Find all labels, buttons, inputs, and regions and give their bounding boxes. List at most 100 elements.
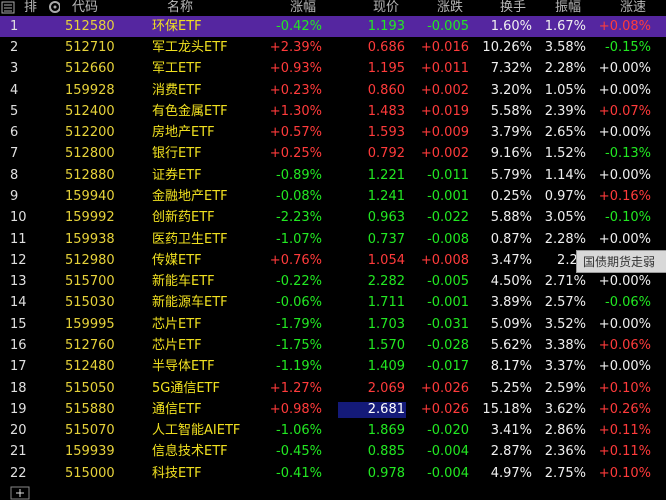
name: 新能源车ETF (152, 295, 228, 311)
amplitude: 3.05% (544, 210, 586, 226)
change-pct: +1.27% (269, 380, 322, 396)
price: 1.409 (367, 359, 405, 375)
change: -0.001 (427, 188, 469, 204)
index: 14 (10, 295, 27, 311)
index: 4 (10, 82, 19, 98)
price: 1.483 (367, 103, 405, 119)
table-row[interactable]: 5 512400 有色金属ETF +1.30% 1.483 +0.019 5.58% 2.39… (0, 101, 666, 122)
index: 17 (10, 359, 27, 375)
change-pct: -0.45% (276, 444, 322, 460)
change: -0.004 (427, 465, 469, 481)
index: 21 (10, 444, 27, 460)
table-row[interactable]: 18 515050 5G通信ETF +1.27% 2.069 +0.026 5.25% 2.5… (0, 378, 666, 399)
turnover: 3.47% (490, 252, 532, 268)
name: 军工龙头ETF (152, 39, 228, 55)
turnover: 4.50% (490, 274, 532, 290)
change-pct: -0.06% (276, 295, 322, 311)
speed: +0.00% (598, 167, 651, 183)
table-row[interactable]: 20 515070 人工智能AIETF -1.06% 1.869 -0.020 3.41% 2… (0, 421, 666, 442)
turnover: 5.09% (490, 316, 532, 332)
table-row[interactable]: 10 159992 创新药ETF -2.23% 0.963 -0.022 5.88% 3.05… (0, 208, 666, 229)
price: 1.711 (367, 295, 405, 311)
table-row[interactable]: 1 512580 环保ETF -0.42% 1.193 -0.005 1.60% 1.67% +… (0, 16, 666, 38)
news-tooltip[interactable]: 国债期货走弱 (576, 250, 666, 273)
amplitude: 3.38% (544, 337, 586, 353)
index: 1 (10, 18, 19, 34)
speed: -0.15% (605, 39, 651, 55)
turnover: 7.32% (490, 61, 532, 77)
table-row[interactable]: 4 159928 消费ETF +0.23% 0.860 +0.002 3.20% 1.05% +… (0, 80, 666, 101)
column-header: 名称 (167, 0, 194, 15)
table-row[interactable]: 12 512980 传媒ETF +0.76% 1.054 +0.008 3.47% 2.20 (0, 250, 666, 271)
code: 512880 (65, 167, 115, 183)
speed: +0.11% (598, 423, 651, 439)
sort-button[interactable]: 排 (24, 0, 38, 15)
turnover: 15.18% (482, 401, 532, 417)
price: 0.737 (367, 231, 405, 247)
table-row[interactable]: 2 512710 军工龙头ETF +2.39% 0.686 +0.016 10.26% 3.5… (0, 37, 666, 58)
change-pct: -1.19% (276, 359, 322, 375)
change-pct: -1.07% (276, 231, 322, 247)
table-row[interactable]: 19 515880 通信ETF +0.98% 2.681 +0.026 15.18% 3.62… (0, 399, 666, 420)
amplitude: 1.52% (544, 146, 586, 162)
turnover: 5.88% (490, 210, 532, 226)
amplitude: 3.58% (544, 39, 586, 55)
change: -0.022 (427, 210, 469, 226)
menu-icon[interactable] (1, 1, 15, 14)
table-row[interactable]: 21 159939 信息技术ETF -0.45% 0.885 -0.004 2.87% 2.3… (0, 442, 666, 463)
change-pct: -1.75% (276, 337, 322, 353)
change: -0.011 (427, 167, 469, 183)
table-row[interactable]: 7 512800 银行ETF +0.25% 0.792 +0.002 9.16% 1.52% -… (0, 144, 666, 165)
table-row[interactable]: 8 512880 证券ETF -0.89% 1.221 -0.011 5.79% 1.14% +… (0, 165, 666, 186)
table-row[interactable]: 11 159938 医药卫生ETF -1.07% 0.737 -0.008 0.87% 2.2… (0, 229, 666, 250)
settings-icon[interactable] (49, 1, 60, 13)
table-row[interactable]: 17 512480 半导体ETF -1.19% 1.409 -0.017 8.17% 3.37… (0, 357, 666, 378)
turnover: 5.79% (490, 167, 532, 183)
table-row[interactable]: 6 512200 房地产ETF +0.57% 1.593 +0.009 3.79% 2.65%… (0, 122, 666, 143)
column-header: 现价 (373, 0, 400, 15)
change-pct: +0.57% (269, 125, 322, 141)
change-pct: +0.93% (269, 61, 322, 77)
change: -0.004 (427, 444, 469, 460)
name: 医药卫生ETF (152, 231, 228, 247)
column-header: 涨速 (620, 0, 647, 15)
amplitude: 2.28% (544, 61, 586, 77)
code: 512760 (65, 337, 115, 353)
name: 芯片ETF (152, 316, 202, 332)
name: 信息技术ETF (152, 444, 228, 460)
change: +0.009 (420, 125, 469, 141)
speed: +0.10% (598, 380, 651, 396)
amplitude: 1.14% (544, 167, 586, 183)
index: 18 (10, 380, 27, 396)
code: 515050 (65, 380, 115, 396)
name: 房地产ETF (152, 125, 215, 141)
index: 19 (10, 401, 27, 417)
amplitude: 1.05% (544, 82, 586, 98)
table-row[interactable]: 15 159995 芯片ETF -1.79% 1.703 -0.031 5.09% 3.52%… (0, 314, 666, 335)
price: 1.593 (367, 125, 405, 141)
table-row[interactable]: 16 512760 芯片ETF -1.75% 1.570 -0.028 5.62% 3.38%… (0, 335, 666, 356)
table-row[interactable]: 3 512660 军工ETF +0.93% 1.195 +0.011 7.32% 2.28% +… (0, 59, 666, 80)
code: 515000 (65, 465, 115, 481)
code: 512710 (65, 39, 115, 55)
table-row[interactable]: 14 515030 新能源车ETF -0.06% 1.711 -0.001 3.89% 2.5… (0, 293, 666, 314)
index: 9 (10, 188, 19, 204)
table-row[interactable]: 9 159940 金融地产ETF -0.08% 1.241 -0.001 0.25% 0.97… (0, 186, 666, 207)
speed: +0.00% (598, 61, 651, 77)
code: 159928 (65, 82, 115, 98)
change-pct: +0.23% (269, 82, 322, 98)
amplitude: 2.59% (544, 380, 586, 396)
index: 10 (10, 210, 27, 226)
change: +0.016 (420, 39, 469, 55)
amplitude: 2.65% (544, 125, 586, 141)
turnover: 4.97% (490, 465, 532, 481)
table-row[interactable]: 13 515700 新能车ETF -0.22% 2.282 -0.005 4.50% 2.71… (0, 271, 666, 292)
code: 159940 (65, 188, 115, 204)
change: +0.026 (420, 380, 469, 396)
speed: +0.00% (598, 231, 651, 247)
add-icon[interactable] (10, 486, 30, 500)
table-row[interactable]: 22 515000 科技ETF -0.41% 0.978 -0.004 4.97% 2.75%… (0, 463, 666, 484)
code: 159939 (65, 444, 115, 460)
turnover: 10.26% (482, 39, 532, 55)
index: 3 (10, 61, 19, 77)
